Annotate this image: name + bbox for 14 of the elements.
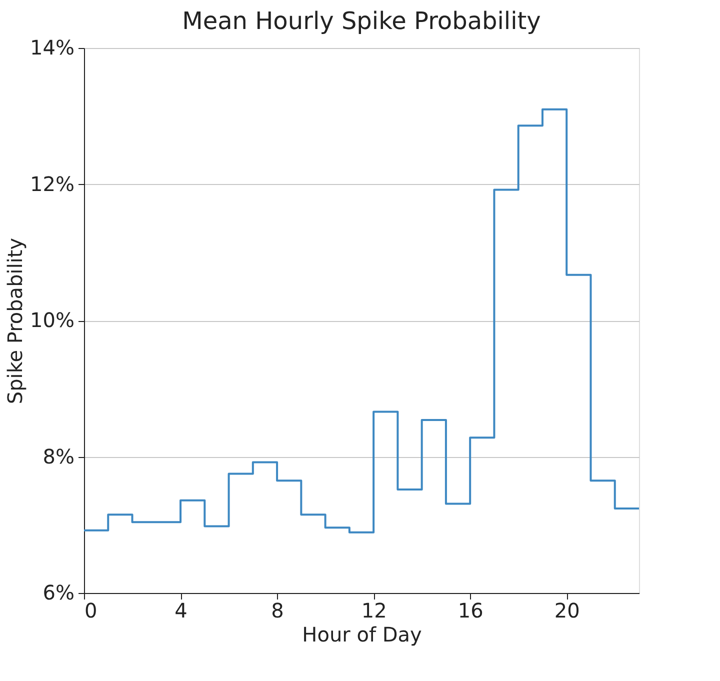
y-axis-title: Spike Probability (3, 238, 28, 404)
y-tick-label: 6% (42, 580, 74, 604)
y-tick-label: 10% (30, 308, 74, 332)
y-tick-label: 14% (30, 36, 74, 60)
y-tick-label: 12% (30, 172, 74, 196)
x-tick-label: 0 (84, 598, 98, 622)
y-tick-label: 8% (42, 444, 74, 468)
x-tick-label: 8 (271, 598, 284, 622)
x-tick-label: 12 (361, 598, 387, 622)
chart-title: Mean Hourly Spike Probability (182, 7, 541, 35)
x-tick-label: 16 (458, 598, 484, 622)
x-axis-title: Hour of Day (302, 622, 422, 646)
x-tick-label: 20 (554, 598, 580, 622)
x-tick-label: 4 (174, 598, 188, 622)
